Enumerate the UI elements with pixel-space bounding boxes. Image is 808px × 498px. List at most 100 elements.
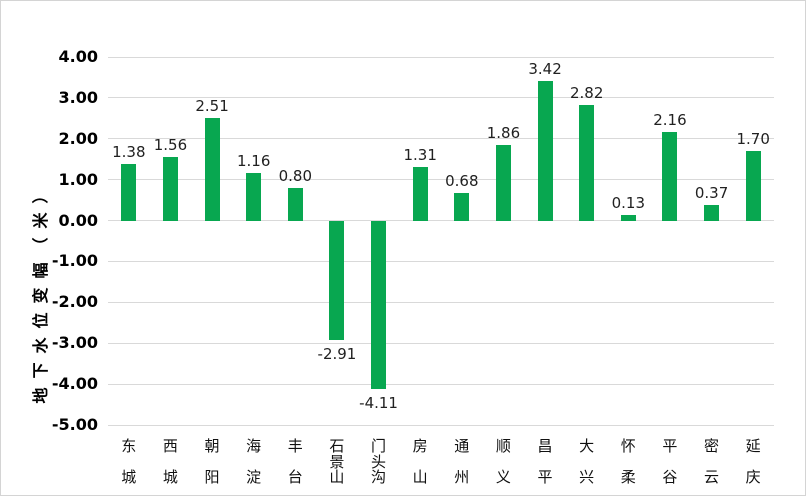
- bar: [287, 187, 303, 221]
- x-category-label: 怀柔: [613, 439, 643, 485]
- x-category-char: 城: [162, 468, 178, 486]
- x-category-char: 景: [329, 452, 345, 471]
- y-tick-label: -5.00: [51, 415, 98, 434]
- x-category-char: 平: [662, 437, 678, 455]
- bar: [121, 164, 137, 221]
- x-category-label: 通州: [447, 439, 477, 485]
- x-category-label: 延庆: [738, 439, 768, 485]
- bar-value-label: 2.82: [569, 84, 604, 103]
- x-category-char: 城: [121, 468, 137, 486]
- bar-value-label: 1.86: [486, 123, 521, 142]
- y-tick-label: -4.00: [51, 374, 98, 394]
- bar-value-label: 1.38: [112, 143, 146, 162]
- bar: [537, 80, 553, 221]
- x-category-char: 延: [745, 437, 761, 455]
- x-category-char: 阳: [204, 468, 220, 486]
- x-category-label: 东城: [114, 439, 144, 485]
- x-category-char: 朝: [204, 437, 220, 455]
- x-category-label: 西城: [155, 439, 185, 485]
- bar-value-label: 0.13: [611, 194, 646, 213]
- x-category-char: 顺: [495, 437, 511, 455]
- x-category-char: 沟: [371, 468, 387, 486]
- gridline: [108, 342, 774, 344]
- bar-value-label: 0.68: [445, 171, 479, 190]
- x-category-char: 头: [371, 452, 387, 471]
- bar-value-label: 3.42: [528, 59, 562, 78]
- gridline: [108, 424, 774, 426]
- x-category-char: 通: [454, 437, 470, 455]
- y-tick-label: -2.00: [51, 292, 98, 312]
- x-category-char: 云: [704, 468, 720, 486]
- x-category-char: 海: [246, 437, 262, 455]
- x-category-char: 州: [454, 468, 470, 486]
- bar-value-label: 0.37: [694, 184, 729, 203]
- gridline: [108, 56, 774, 58]
- gridline: [108, 301, 774, 303]
- x-category-label: 海淀: [239, 439, 269, 485]
- x-category-char: 石: [329, 437, 345, 455]
- bar: [454, 192, 470, 221]
- bar: [329, 220, 345, 340]
- x-category-label: 大兴: [572, 439, 602, 485]
- bar: [704, 205, 720, 221]
- bar-value-label: 1.56: [153, 135, 188, 154]
- x-category-char: 柔: [620, 468, 636, 486]
- x-category-char: 山: [412, 468, 428, 486]
- y-tick-label: 2.00: [58, 128, 98, 148]
- x-category-char: 昌: [537, 437, 553, 455]
- x-category-char: 丰: [287, 437, 303, 455]
- x-category-label: 昌平: [530, 439, 560, 485]
- bar-value-label: 1.70: [736, 130, 770, 149]
- x-category-char: 兴: [579, 468, 595, 486]
- gridline: [108, 383, 774, 385]
- x-category-label: 门头沟: [364, 439, 394, 485]
- bar-value-label: -2.91: [317, 344, 357, 363]
- x-category-char: 东: [121, 437, 137, 455]
- gridline: [108, 220, 774, 222]
- x-category-char: 平: [537, 468, 553, 486]
- y-tick-label: 1.00: [58, 169, 98, 189]
- bar: [412, 166, 428, 221]
- bar-value-label: 2.51: [195, 96, 229, 115]
- bar-value-label: 0.80: [278, 166, 313, 185]
- x-category-char: 怀: [620, 437, 636, 455]
- gridline: [108, 179, 774, 181]
- x-category-char: 密: [704, 437, 720, 455]
- x-category-char: 门: [371, 437, 387, 455]
- x-category-label: 朝阳: [197, 439, 227, 485]
- x-category-label: 平谷: [655, 439, 685, 485]
- x-category-char: 大: [579, 437, 595, 455]
- y-tick-label: -1.00: [51, 251, 98, 271]
- x-category-char: 淀: [246, 468, 262, 486]
- bar-value-label: 1.31: [403, 145, 437, 164]
- x-category-char: 山: [329, 468, 345, 486]
- bar: [246, 173, 262, 221]
- bar-value-label: 1.16: [236, 152, 271, 171]
- bar: [662, 132, 678, 221]
- x-category-char: 庆: [745, 468, 761, 486]
- bar: [745, 151, 761, 221]
- x-category-char: 台: [287, 468, 303, 486]
- bar: [620, 215, 636, 221]
- y-tick-label: 3.00: [58, 87, 98, 107]
- bar-value-label: -4.11: [359, 393, 398, 412]
- x-category-char: 西: [162, 437, 178, 455]
- bar: [371, 220, 387, 389]
- y-tick-label: 0.00: [58, 210, 98, 230]
- x-category-label: 丰台: [280, 439, 310, 485]
- bar-value-label: 2.16: [653, 111, 687, 130]
- x-category-char: 谷: [662, 468, 678, 486]
- gridline: [108, 97, 774, 99]
- bar: [495, 144, 511, 221]
- x-category-label: 顺义: [488, 439, 518, 485]
- bar: [204, 117, 220, 221]
- x-category-char: 房: [412, 437, 428, 455]
- x-category-label: 石景山: [322, 439, 352, 485]
- y-tick-label: 4.00: [58, 47, 98, 66]
- x-category-label: 密云: [697, 439, 727, 485]
- gridline: [108, 138, 774, 140]
- x-category-label: 房山: [405, 439, 435, 485]
- gridline: [108, 260, 774, 262]
- bar: [162, 156, 178, 221]
